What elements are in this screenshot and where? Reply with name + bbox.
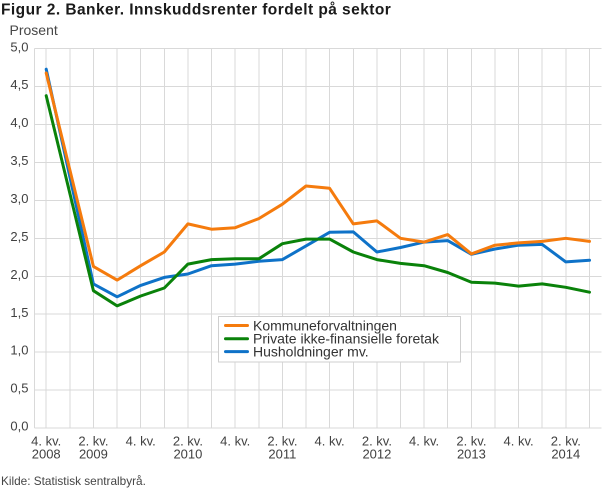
svg-text:2012: 2012	[362, 446, 391, 461]
svg-text:4. kv.: 4. kv.	[31, 433, 61, 448]
svg-text:Kilde: Statistisk sentralbyrå.: Kilde: Statistisk sentralbyrå.	[1, 474, 146, 488]
svg-text:4. kv.: 4. kv.	[504, 433, 534, 448]
svg-text:4. kv.: 4. kv.	[409, 433, 439, 448]
svg-text:2011: 2011	[268, 446, 296, 461]
svg-text:3,5: 3,5	[10, 153, 28, 168]
svg-text:4. kv.: 4. kv.	[126, 433, 156, 448]
svg-text:5,0: 5,0	[10, 39, 28, 54]
svg-text:2. kv.: 2. kv.	[551, 433, 581, 448]
svg-text:Prosent: Prosent	[10, 22, 58, 38]
svg-text:4. kv.: 4. kv.	[220, 433, 250, 448]
svg-text:4,0: 4,0	[10, 115, 28, 130]
svg-text:Husholdninger mv.: Husholdninger mv.	[253, 343, 369, 359]
svg-text:1,0: 1,0	[10, 343, 28, 358]
svg-text:2,0: 2,0	[10, 267, 28, 282]
svg-text:Private ikke-finansielle foret: Private ikke-finansielle foretak	[253, 331, 440, 347]
svg-text:2,5: 2,5	[10, 229, 28, 244]
svg-text:1,5: 1,5	[10, 305, 28, 320]
svg-text:2009: 2009	[79, 446, 108, 461]
svg-text:Figur 2. Banker. Innskuddsrent: Figur 2. Banker. Innskuddsrenter fordelt…	[1, 2, 391, 19]
svg-text:0,0: 0,0	[10, 419, 28, 434]
svg-text:2014: 2014	[551, 446, 580, 461]
svg-text:2008: 2008	[32, 446, 61, 461]
svg-text:2. kv.: 2. kv.	[456, 433, 486, 448]
svg-text:2. kv.: 2. kv.	[78, 433, 108, 448]
svg-text:Kommuneforvaltningen: Kommuneforvaltningen	[253, 317, 397, 333]
svg-text:2. kv.: 2. kv.	[267, 433, 297, 448]
svg-text:2010: 2010	[173, 446, 202, 461]
svg-text:2013: 2013	[457, 446, 486, 461]
svg-text:2. kv.: 2. kv.	[362, 433, 392, 448]
svg-text:2. kv.: 2. kv.	[173, 433, 203, 448]
svg-text:4. kv.: 4. kv.	[315, 433, 345, 448]
svg-text:4,5: 4,5	[10, 77, 28, 92]
svg-text:3,0: 3,0	[10, 191, 28, 206]
svg-text:0,5: 0,5	[10, 381, 28, 396]
